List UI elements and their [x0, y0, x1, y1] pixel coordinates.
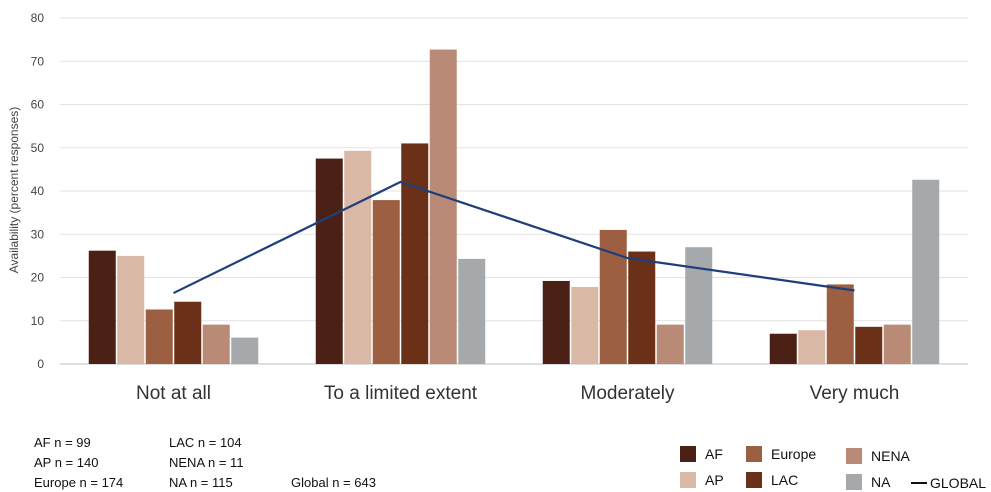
y-axis-ticks: 0 10 20 30 40 50 60 70 80 — [31, 11, 45, 371]
legend-item-ap: AP — [680, 472, 724, 488]
y-tick-label: 30 — [31, 227, 45, 241]
bar-lac-4 — [855, 326, 883, 364]
legend-item-global: GLOBAL — [911, 475, 986, 491]
bar-af-4 — [769, 333, 797, 364]
bar-ap-3 — [571, 287, 599, 364]
bar-lac-3 — [628, 251, 656, 364]
bar-lac-2 — [401, 143, 429, 364]
legend-label-na: NA — [871, 474, 891, 490]
n-ap: AP n = 140 — [34, 455, 99, 470]
bar-na-1 — [231, 337, 259, 364]
legend-label-af: AF — [705, 446, 723, 462]
global-line — [173, 180, 855, 295]
bar-af-2 — [315, 158, 343, 364]
y-tick-label: 70 — [31, 54, 45, 68]
bar-ap-2 — [344, 150, 372, 364]
y-axis-label: Availability (percent responses) — [7, 107, 21, 274]
bar-europe-1 — [145, 309, 173, 364]
global-line-layer — [173, 180, 855, 295]
y-tick-label: 20 — [31, 271, 45, 285]
legend-swatch-lac — [746, 472, 762, 488]
bar-nena-2 — [429, 49, 457, 364]
bar-af-3 — [542, 280, 570, 364]
y-tick-label: 50 — [31, 141, 45, 155]
category-label: Very much — [810, 383, 900, 404]
y-tick-label: 40 — [31, 184, 45, 198]
bar-ap-1 — [117, 255, 145, 364]
y-tick-label: 0 — [37, 357, 44, 371]
legend-item-europe: Europe — [746, 446, 816, 462]
legend-label-lac: LAC — [771, 472, 799, 488]
bar-lac-1 — [174, 301, 202, 364]
legend-label-europe: Europe — [771, 446, 817, 462]
y-tick-label: 80 — [31, 11, 45, 25]
legend-item-nena: NENA — [846, 448, 910, 464]
n-lac: LAC n = 104 — [169, 435, 242, 450]
legend-line-global — [911, 482, 927, 484]
n-global: Global n = 643 — [291, 475, 376, 490]
bar-af-1 — [88, 250, 116, 364]
n-af: AF n = 99 — [34, 435, 91, 450]
n-nena: NENA n = 11 — [169, 455, 244, 470]
legend-swatch-ap — [680, 472, 696, 488]
y-tick-label: 60 — [31, 98, 45, 112]
bar-na-3 — [685, 247, 713, 364]
bar-nena-3 — [656, 324, 684, 364]
legend-swatch-europe — [746, 446, 762, 462]
legend-item-na: NA — [846, 474, 890, 490]
category-label: Not at all — [136, 383, 211, 404]
bar-na-4 — [912, 179, 940, 364]
bars — [88, 49, 940, 364]
legend-label-ap: AP — [705, 472, 724, 488]
bar-na-2 — [458, 258, 486, 364]
bar-europe-4 — [826, 284, 854, 364]
legend-label-global: GLOBAL — [930, 475, 987, 491]
legend-swatch-nena — [846, 448, 862, 464]
y-tick-label: 10 — [31, 314, 45, 328]
n-europe: Europe n = 174 — [34, 475, 124, 490]
bar-nena-4 — [883, 324, 911, 364]
bar-ap-4 — [798, 330, 826, 364]
x-axis-categories: Not at all To a limited extent Moderately V… — [136, 383, 899, 404]
legend-swatch-na — [846, 474, 862, 490]
bar-europe-2 — [372, 200, 400, 364]
legend-item-lac: LAC — [746, 472, 798, 488]
legend-swatch-af — [680, 446, 696, 462]
category-label: Moderately — [581, 383, 675, 404]
bar-nena-1 — [202, 324, 230, 364]
category-label: To a limited extent — [324, 383, 478, 404]
legend-item-af: AF — [680, 446, 723, 462]
legend-label-nena: NENA — [871, 448, 910, 464]
gridlines — [60, 17, 968, 365]
n-na: NA n = 115 — [169, 475, 233, 490]
